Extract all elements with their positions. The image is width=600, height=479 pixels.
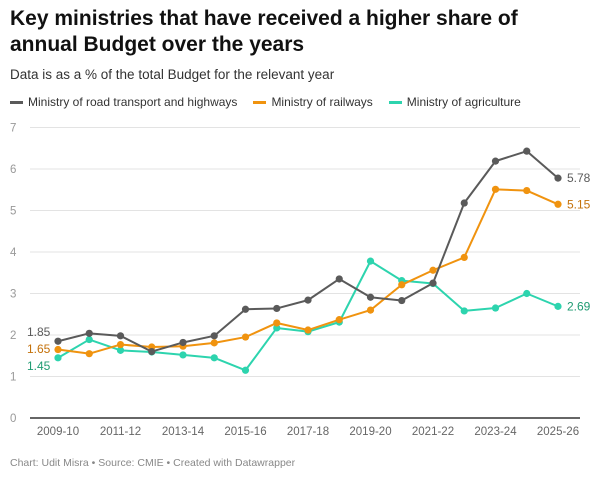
legend-label-road: Ministry of road transport and highways	[28, 95, 238, 109]
end-value-label: 2.69	[567, 299, 591, 313]
y-tick-label: 5	[10, 206, 16, 218]
data-point-0-2019-20	[366, 293, 375, 301]
data-point-1-2017-18	[304, 326, 312, 334]
data-point-1-2023-24	[491, 185, 500, 193]
data-point-1-2025-26	[554, 200, 562, 208]
data-point-2-2019-20	[366, 257, 375, 265]
series-line-0	[57, 150, 559, 353]
data-point-1-2019-20	[366, 306, 375, 314]
y-tick-label: 3	[10, 289, 16, 301]
data-point-1-2022-23	[460, 253, 468, 261]
data-point-2-2009-10	[54, 354, 62, 362]
data-point-0-2010-11	[85, 329, 93, 337]
data-point-1-2016-17	[273, 319, 281, 327]
data-point-2-2024-25	[523, 289, 531, 298]
y-tick-label: 7	[10, 123, 16, 135]
data-point-2-2011-12	[116, 346, 125, 354]
data-point-2-2023-24	[491, 304, 500, 312]
x-tick-label: 2013-14	[162, 426, 205, 438]
chart-subtitle: Data is as a % of the total Budget for t…	[10, 67, 335, 82]
data-point-0-2025-26	[554, 174, 562, 182]
start-value-label: 1.65	[27, 342, 51, 356]
y-tick-label: 1	[10, 372, 16, 384]
legend-swatch-railways	[253, 100, 267, 104]
end-value-label: 5.78	[567, 171, 591, 185]
legend-item-railways: Ministry of railways	[253, 95, 373, 109]
data-point-1-2011-12	[116, 340, 125, 349]
data-point-0-2014-15	[210, 332, 218, 340]
x-tick-label: 2017-18	[287, 426, 329, 438]
data-point-1-2020-21	[398, 281, 406, 289]
legend-item-road: Ministry of road transport and highways	[10, 95, 237, 109]
x-tick-label: 2019-20	[349, 426, 391, 438]
data-point-0-2023-24	[491, 157, 500, 165]
chart-footer: Chart: Udit Misra • Source: CMIE • Creat…	[10, 457, 296, 469]
data-point-2-2025-26	[554, 302, 562, 310]
data-point-0-2012-13	[148, 348, 156, 356]
series-line-2	[57, 260, 559, 372]
data-point-1-2014-15	[210, 339, 218, 347]
y-tick-label: 0	[10, 413, 16, 425]
x-tick-label: 2025-26	[537, 426, 579, 438]
start-value-label: 1.85	[27, 325, 51, 339]
x-tick-label: 2015-16	[224, 426, 266, 438]
end-value-label: 5.15	[567, 197, 591, 211]
data-point-0-2015-16	[241, 305, 250, 313]
data-point-1-2010-11	[85, 350, 93, 358]
data-point-1-2021-22	[429, 266, 437, 274]
legend-swatch-road	[10, 100, 23, 104]
legend-label-railways: Ministry of railways	[271, 95, 373, 109]
data-point-0-2009-10	[54, 337, 62, 345]
data-point-1-2009-10	[54, 345, 62, 354]
legend-label-agriculture: Ministry of agriculture	[406, 95, 521, 109]
x-tick-label: 2023-24	[474, 426, 517, 438]
chart-title: Key ministries that have received a high…	[10, 7, 518, 56]
data-point-0-2016-17	[273, 304, 281, 313]
data-point-0-2022-23	[460, 199, 468, 207]
data-point-0-2020-21	[398, 296, 406, 305]
x-tick-label: 2009-10	[37, 426, 79, 438]
data-point-2-2022-23	[460, 307, 468, 315]
data-point-2-2013-14	[179, 351, 187, 359]
data-point-2-2015-16	[241, 366, 250, 374]
y-tick-label: 4	[10, 247, 17, 259]
data-point-0-2013-14	[179, 338, 187, 347]
data-point-1-2018-19	[335, 316, 343, 324]
data-point-0-2021-22	[429, 279, 437, 287]
data-point-0-2017-18	[304, 296, 312, 304]
x-tick-label: 2021-22	[412, 426, 454, 438]
data-point-0-2024-25	[523, 147, 531, 155]
x-tick-label: 2011-12	[100, 426, 141, 438]
data-point-2-2014-15	[210, 354, 218, 362]
data-point-0-2018-19	[335, 275, 343, 283]
start-value-label: 1.45	[27, 359, 51, 373]
y-tick-label: 2	[10, 330, 16, 342]
y-tick-label: 6	[10, 164, 16, 176]
data-point-2-2010-11	[85, 335, 93, 344]
data-point-1-2015-16	[241, 333, 250, 341]
legend-swatch-agriculture	[388, 100, 402, 104]
data-point-0-2011-12	[116, 332, 125, 340]
data-point-2-2016-17	[273, 324, 281, 332]
data-point-1-2024-25	[523, 186, 531, 195]
legend-item-agriculture: Ministry of agriculture	[388, 95, 521, 109]
legend: Ministry of road transport and highways …	[10, 95, 521, 109]
